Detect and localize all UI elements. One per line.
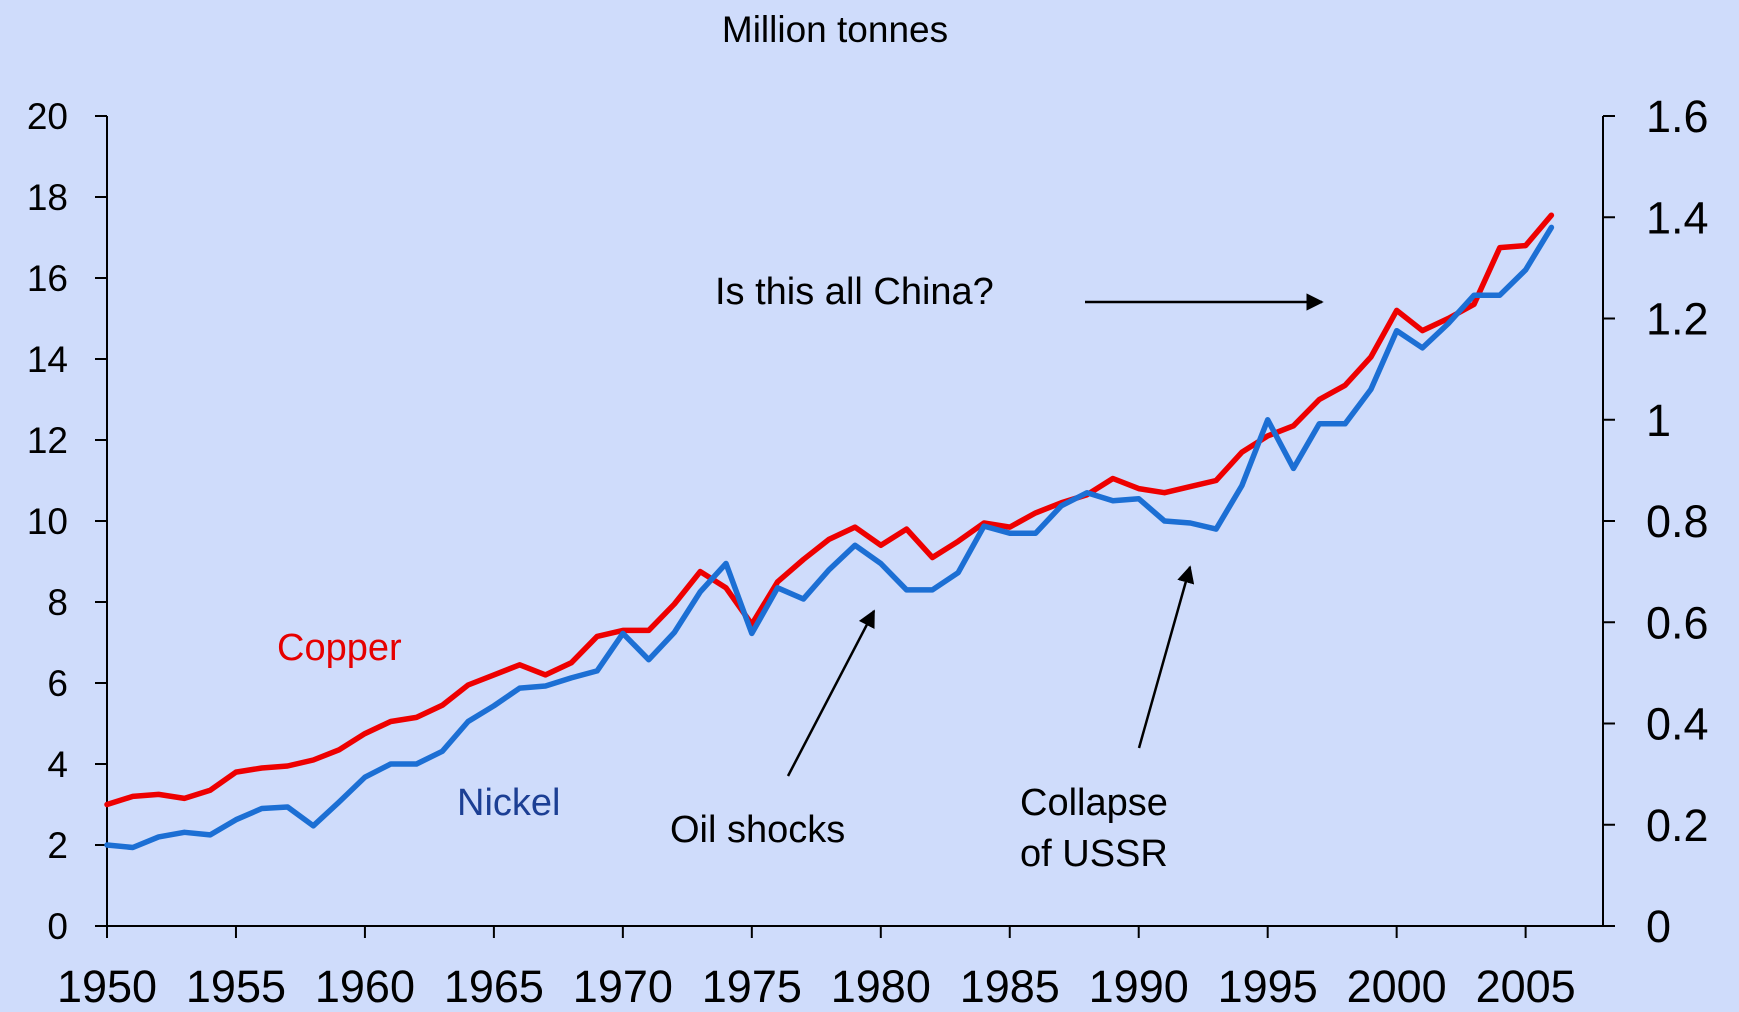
china-annotation: Is this all China? (715, 271, 994, 313)
oil-shocks-annotation: Oil shocks (670, 809, 845, 851)
x-tick-label: 1985 (960, 961, 1060, 1012)
right-tick-label: 0.4 (1646, 699, 1709, 750)
right-tick-label: 0.8 (1646, 496, 1709, 547)
left-tick-label: 4 (47, 744, 68, 785)
x-tick-label: 1960 (315, 961, 415, 1012)
x-tick-label: 1965 (444, 961, 544, 1012)
copper-series-label: Copper (277, 627, 402, 669)
series-line-nickel (104, 224, 1555, 851)
right-tick-label: 0.2 (1646, 800, 1709, 851)
right-tick-label: 0 (1646, 901, 1671, 952)
left-tick-label: 16 (27, 258, 68, 299)
left-tick-label: 10 (27, 501, 68, 542)
right-tick-label: 1.6 (1646, 91, 1709, 142)
ussr-arrow (1137, 565, 1195, 749)
x-tick-label: 1955 (186, 961, 286, 1012)
x-tick-label: 1975 (702, 961, 802, 1012)
right-tick-label: 0.6 (1646, 597, 1709, 648)
left-tick-label: 6 (47, 663, 68, 704)
left-tick-label: 8 (47, 582, 68, 623)
nickel-series-label: Nickel (457, 782, 560, 824)
left-tick-label: 18 (27, 177, 68, 218)
right-tick-label: 1 (1646, 395, 1671, 446)
x-tick-label: 1990 (1089, 961, 1189, 1012)
chart-title: Million tonnes (722, 9, 948, 50)
x-tick-label: 1970 (573, 961, 673, 1012)
left-tick-label: 0 (47, 906, 68, 947)
right-tick-label: 1.2 (1646, 294, 1709, 345)
x-tick-label: 1950 (57, 961, 157, 1012)
left-tick-label: 20 (27, 96, 68, 137)
left-axis: 0 2 4 6 8 10 12 14 16 18 20 (27, 96, 108, 947)
series-line-copper (104, 212, 1555, 808)
series-layer (104, 212, 1555, 851)
left-tick-label: 14 (27, 339, 68, 380)
left-tick-label: 2 (47, 825, 68, 866)
x-tick-label: 1980 (831, 961, 931, 1012)
right-axis: 0 0.2 0.4 0.6 0.8 1 1.2 1.4 1.6 (1602, 91, 1709, 952)
x-tick-label: 1995 (1218, 961, 1318, 1012)
x-tick-label: 2005 (1476, 961, 1576, 1012)
x-axis: 1950 1955 1960 1965 1970 1975 1980 1985 1990 1995… (57, 925, 1603, 1012)
x-tick-label: 2000 (1347, 961, 1447, 1012)
ussr-annotation-line2: of USSR (1020, 833, 1168, 875)
left-tick-label: 12 (27, 420, 68, 461)
oil-shocks-arrow (786, 609, 876, 777)
right-tick-label: 1.4 (1646, 192, 1709, 243)
ussr-annotation-line1: Collapse (1020, 782, 1168, 824)
